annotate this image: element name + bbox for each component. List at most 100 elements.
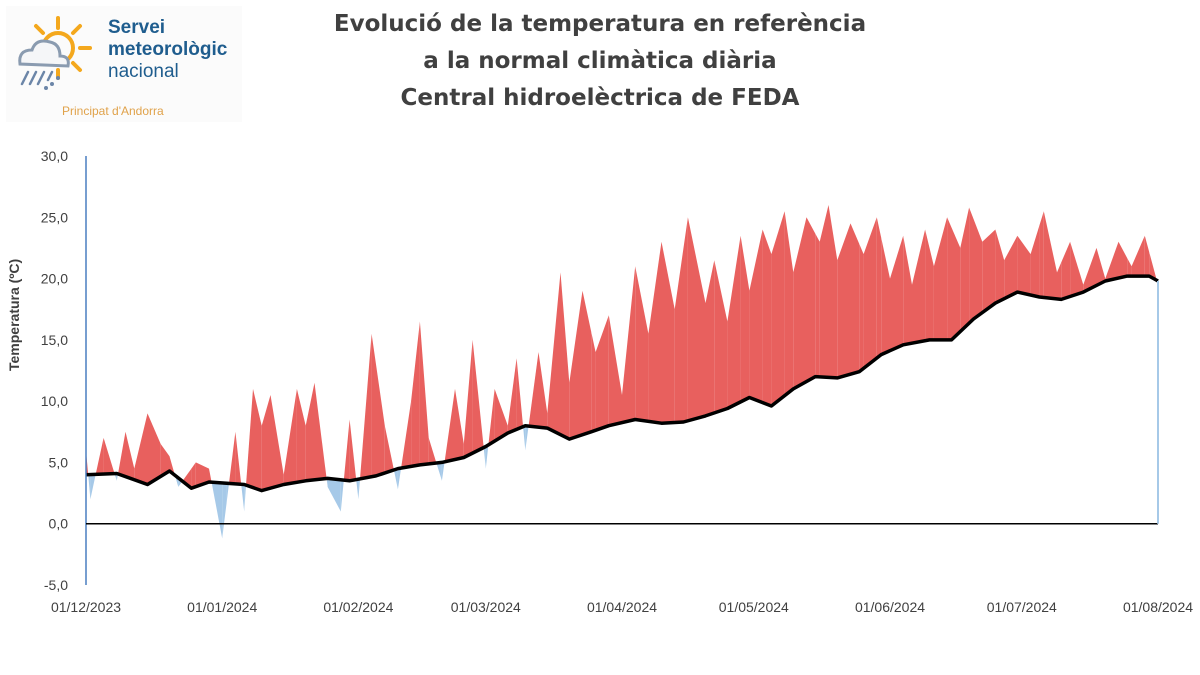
title-line-1: Evolució de la temperatura en referència [333, 11, 867, 37]
logo: Servei meteorològic nacional Principat d… [6, 6, 242, 122]
above-normal-area-106 [947, 217, 952, 340]
above-normal-area-79 [683, 217, 688, 422]
below-normal-area-5 [114, 473, 117, 481]
above-normal-area-50 [428, 437, 437, 464]
sun-cloud-rain-icon [18, 16, 92, 90]
below-normal-area-24 [241, 484, 245, 512]
logo-subtitle: Principat d'Andorra [62, 104, 164, 118]
above-normal-area-75 [635, 266, 649, 422]
above-normal-area-29 [270, 395, 284, 489]
above-normal-area-49 [419, 321, 429, 465]
above-normal-area-7 [118, 431, 126, 477]
above-normal-area-89 [793, 217, 807, 389]
y-tick-label: 20,0 [41, 271, 68, 287]
above-normal-area-76 [648, 241, 662, 424]
above-normal-area-96 [859, 243, 864, 372]
above-normal-area-10 [147, 413, 161, 485]
above-normal-area-65 [528, 352, 539, 428]
above-normal-area-18 [209, 468, 212, 483]
above-normal-area-101 [903, 235, 912, 345]
chart-title: Evolució de la temperatura en referència… [250, 6, 950, 117]
below-normal-area-21 [226, 483, 229, 503]
above-normal-area-110 [973, 218, 983, 319]
logo-line-1: Servei [108, 17, 166, 38]
above-normal-area-119 [1061, 241, 1071, 300]
above-normal-area-71 [591, 331, 596, 432]
above-normal-area-44 [384, 425, 394, 473]
above-normal-area-104 [929, 247, 934, 340]
above-normal-area-62 [516, 358, 524, 430]
above-normal-area-48 [411, 321, 420, 467]
above-normal-area-32 [305, 382, 315, 481]
above-normal-area-80 [687, 217, 706, 421]
above-normal-area-102 [912, 229, 926, 344]
below-normal-area-19 [211, 482, 223, 539]
above-normal-area-103 [925, 229, 930, 341]
above-normal-area-47 [401, 401, 412, 468]
x-tick-label: 01/05/2024 [719, 599, 789, 615]
above-normal-area-27 [253, 388, 262, 491]
below-normal-area-58 [485, 444, 489, 469]
y-tick-label: 15,0 [41, 332, 68, 348]
y-tick-label: 0,0 [49, 516, 69, 532]
above-normal-area-126 [1131, 235, 1145, 277]
above-normal-area-17 [195, 462, 209, 487]
x-tick-label: 01/08/2024 [1123, 599, 1193, 615]
above-normal-area-31 [296, 388, 306, 483]
below-normal-area-35 [327, 478, 341, 512]
above-normal-area-38 [349, 419, 357, 481]
above-normal-area-124 [1118, 241, 1128, 279]
y-tick-label: 5,0 [49, 454, 69, 470]
above-normal-area-74 [622, 266, 636, 423]
below-normal-area-45 [393, 468, 398, 490]
title-line-2: a la normal climàtica diària [423, 48, 777, 74]
below-normal-area-34 [326, 478, 328, 487]
above-normal-area-42 [371, 333, 376, 477]
above-normal-area-37 [343, 419, 350, 481]
logo-line-2: meteorològic [108, 39, 228, 60]
above-normal-area-94 [837, 223, 851, 378]
below-normal-area-57 [483, 446, 486, 469]
above-normal-area-114 [1017, 235, 1031, 295]
below-normal-area-20 [222, 483, 227, 539]
x-tick-label: 01/04/2024 [587, 599, 657, 615]
above-normal-area-54 [455, 388, 464, 460]
above-normal-area-77 [661, 241, 675, 424]
above-normal-area-127 [1144, 235, 1150, 277]
above-normal-area-121 [1083, 247, 1097, 293]
above-normal-area-73 [608, 315, 622, 426]
above-normal-area-83 [727, 235, 741, 409]
above-normal-area-82 [714, 260, 728, 413]
above-normal-area-9 [134, 413, 148, 485]
below-normal-area-25 [244, 484, 246, 512]
below-normal-area-52 [441, 461, 445, 481]
y-tick-label: -5,0 [44, 577, 68, 593]
above-normal-area-15 [182, 468, 192, 489]
above-normal-area-56 [472, 339, 484, 454]
above-normal-area-28 [261, 395, 271, 491]
x-tick-label: 01/07/2024 [987, 599, 1057, 615]
above-normal-area-99 [881, 237, 890, 355]
logo-line-3: nacional [108, 61, 179, 82]
above-normal-area-59 [488, 388, 495, 445]
above-normal-area-87 [771, 211, 785, 406]
above-normal-area-112 [995, 229, 1005, 304]
above-normal-area-60 [494, 388, 508, 442]
above-normal-area-66 [538, 352, 548, 429]
above-normal-area-115 [1030, 225, 1040, 297]
below-normal-area-39 [356, 479, 359, 500]
above-normal-area-128 [1149, 252, 1157, 281]
above-normal-area-55 [463, 339, 473, 458]
above-normal-area-43 [376, 364, 385, 476]
above-normal-area-68 [560, 272, 570, 440]
above-normal-area-97 [863, 217, 877, 369]
above-normal-area-69 [569, 290, 583, 440]
above-normal-area-111 [982, 229, 996, 313]
below-normal-area-46 [397, 468, 402, 490]
above-normal-area-100 [890, 235, 904, 351]
above-normal-area-88 [784, 211, 794, 396]
above-normal-area-16 [191, 462, 196, 489]
below-normal-area-64 [525, 425, 529, 451]
below-normal-area-36 [340, 479, 344, 512]
